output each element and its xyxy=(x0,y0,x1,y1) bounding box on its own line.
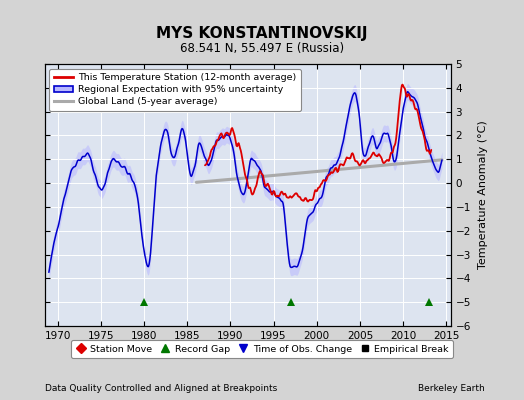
Text: Berkeley Earth: Berkeley Earth xyxy=(418,384,485,393)
Y-axis label: Temperature Anomaly (°C): Temperature Anomaly (°C) xyxy=(478,121,488,269)
Text: Data Quality Controlled and Aligned at Breakpoints: Data Quality Controlled and Aligned at B… xyxy=(45,384,277,393)
Legend: This Temperature Station (12-month average), Regional Expectation with 95% uncer: This Temperature Station (12-month avera… xyxy=(49,69,301,111)
Text: MYS KONSTANTINOVSKIJ: MYS KONSTANTINOVSKIJ xyxy=(156,26,368,41)
Text: 68.541 N, 55.497 E (Russia): 68.541 N, 55.497 E (Russia) xyxy=(180,42,344,55)
Legend: Station Move, Record Gap, Time of Obs. Change, Empirical Break: Station Move, Record Gap, Time of Obs. C… xyxy=(71,340,453,358)
